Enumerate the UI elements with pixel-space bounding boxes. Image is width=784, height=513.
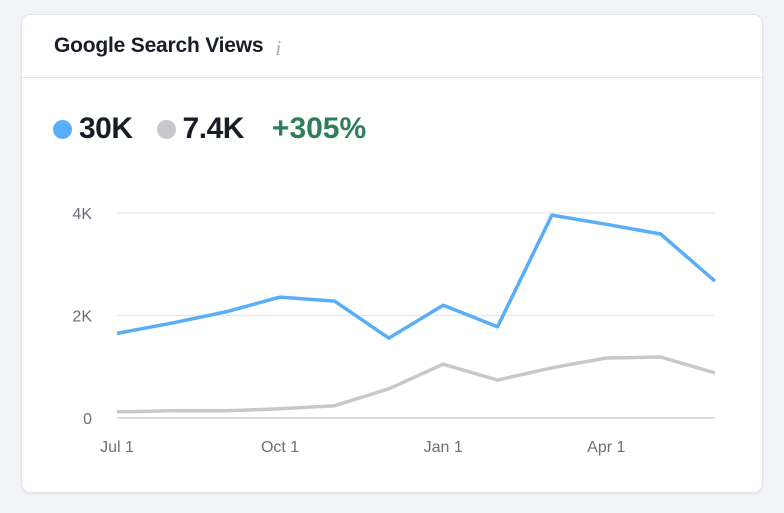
y-tick-label: 2K — [72, 309, 92, 326]
y-tick-label: 4K — [72, 206, 92, 223]
y-axis: 0 2K 4K — [72, 206, 92, 428]
info-icon[interactable]: i — [275, 35, 282, 60]
card-title: Google Search Views — [54, 34, 264, 57]
x-tick-label: Apr 1 — [587, 439, 625, 456]
y-tick-label: 0 — [83, 411, 92, 428]
card-header: Google Search Views i — [22, 15, 762, 78]
x-tick-label: Jan 1 — [424, 439, 463, 456]
previous-total: 7.4K — [182, 112, 245, 145]
x-tick-label: Jul 1 — [100, 439, 134, 456]
current-total: 30K — [79, 112, 133, 145]
percent-change: +305% — [271, 112, 367, 145]
google-search-views-card: Google Search Views i — [21, 14, 763, 493]
current-series-dot — [53, 119, 72, 139]
x-tick-label: Oct 1 — [261, 439, 299, 456]
previous-series-dot — [156, 119, 176, 139]
x-axis: Jul 1 Oct 1 Jan 1 Apr 1 — [100, 439, 625, 456]
current-period-line[interactable] — [116, 213, 717, 340]
previous-period-line[interactable] — [116, 355, 716, 414]
summary-legend: 30K 7.4K +305% — [53, 112, 366, 146]
chart-series — [116, 213, 717, 414]
